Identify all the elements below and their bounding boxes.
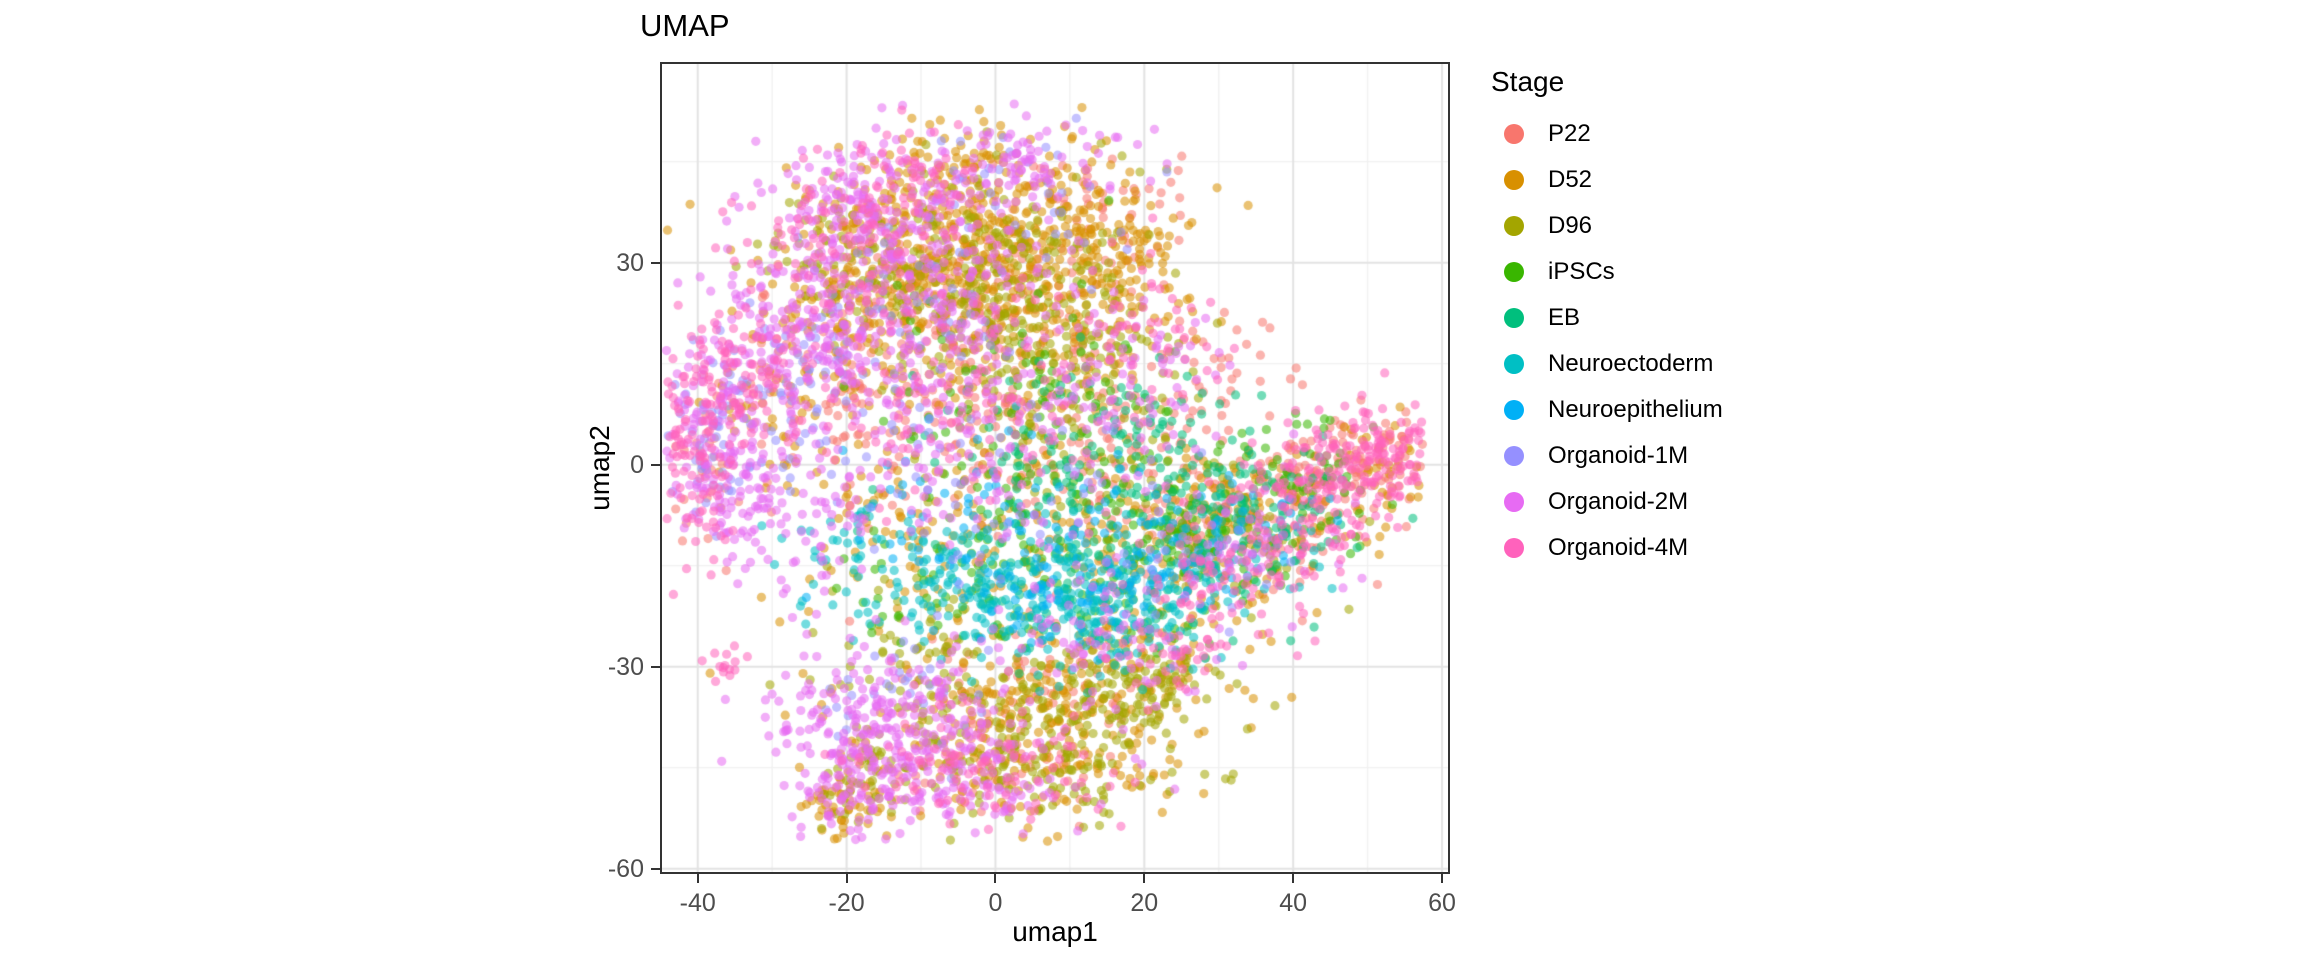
plot-panel [660,62,1450,874]
y-tick-label: 0 [630,450,644,479]
legend-item: D96 [1491,212,1723,240]
legend-title: Stage [1491,66,1565,97]
y-tick-label: -30 [607,652,644,681]
y-axis-title: umap2 [584,425,615,511]
legend-color-dot [1504,446,1524,466]
x-tick-mark [1292,874,1295,883]
x-tick-mark [696,874,699,883]
legend-label: Organoid-4M [1548,534,1689,561]
plot-title: UMAP [640,8,730,43]
x-tick-mark [994,874,997,883]
legend-item: Neuroectoderm [1491,350,1723,378]
legend-color-dot [1504,124,1524,144]
legend-item: P22 [1491,120,1723,148]
legend-color-dot [1504,308,1524,328]
x-tick-label: -40 [679,889,716,917]
y-tick-mark [651,867,660,870]
x-tick-label: 20 [1130,889,1159,917]
y-tick-mark [651,261,660,264]
legend-item: Organoid-1M [1491,442,1723,470]
legend-label: Organoid-2M [1548,488,1689,515]
legend-color-dot [1504,538,1524,558]
x-axis-title: umap1 [1012,916,1098,947]
legend-color-dot [1504,400,1524,420]
y-tick-label: 30 [616,248,644,277]
legend-color-dot [1504,262,1524,282]
legend-item: D52 [1491,166,1723,194]
legend-color-dot [1504,492,1524,512]
legend-item: Organoid-4M [1491,534,1723,562]
y-tick-mark [651,665,660,668]
x-tick-label: -20 [828,889,865,917]
x-tick-label: 0 [988,889,1003,917]
y-tick-mark [651,463,660,466]
legend-item: Neuroepithelium [1491,396,1723,424]
legend-label: P22 [1548,120,1591,147]
scatter-canvas [662,64,1448,872]
legend-color-dot [1504,216,1524,236]
legend-label: Neuroectoderm [1548,350,1714,377]
legend-label: D52 [1548,166,1593,193]
legend-item: iPSCs [1491,258,1723,286]
legend-items: P22 D52 D96 iPSCs EB Neuroectoderm Neuroepithe… [1491,120,1723,562]
legend-label: Organoid-1M [1548,442,1689,469]
x-tick-label: 40 [1279,889,1308,917]
y-tick-label: -60 [607,854,644,883]
legend: Stage P22 D52 D96 iPSCs EB Neuroectoderm Neuro… [1491,66,1723,580]
legend-color-dot [1504,170,1524,190]
legend-label: D96 [1548,212,1593,239]
legend-label: iPSCs [1548,258,1615,285]
legend-label: EB [1548,304,1581,331]
legend-item: Organoid-2M [1491,488,1723,516]
x-tick-mark [1441,874,1444,883]
x-tick-mark [845,874,848,883]
legend-item: EB [1491,304,1723,332]
x-tick-label: 60 [1428,889,1456,917]
legend-label: Neuroepithelium [1548,396,1723,423]
x-tick-mark [1143,874,1146,883]
legend-color-dot [1504,354,1524,374]
